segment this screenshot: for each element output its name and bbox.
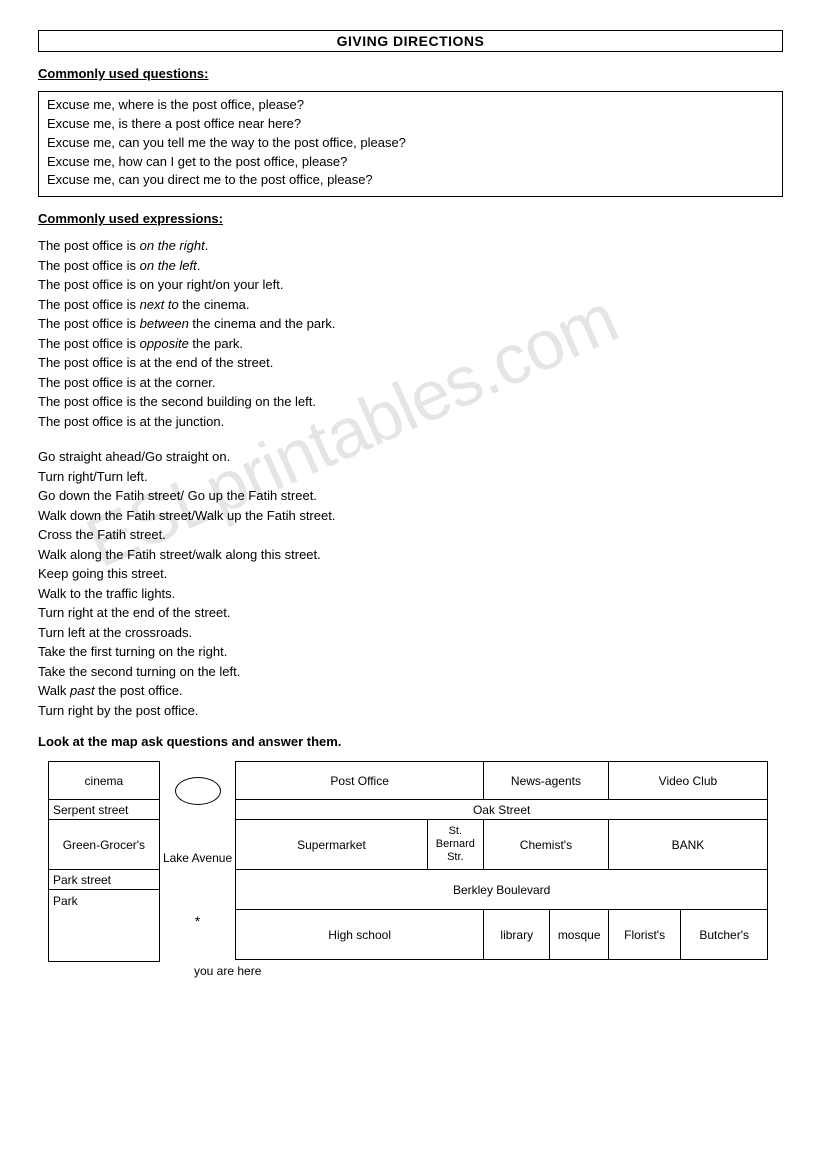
expression-line: Walk past the post office. xyxy=(38,681,783,701)
expression-line: The post office is between the cinema an… xyxy=(38,314,783,334)
question-line: Excuse me, can you tell me the way to th… xyxy=(47,134,774,153)
expression-line: The post office is on the right. xyxy=(38,236,783,256)
map-cell-florist: Florist's xyxy=(608,910,681,960)
expression-line: Take the first turning on the right. xyxy=(38,642,783,662)
map-cell-park: Park xyxy=(49,890,160,962)
expression-line: The post office is next to the cinema. xyxy=(38,295,783,315)
expression-line: Turn left at the crossroads. xyxy=(38,623,783,643)
expression-line: Walk down the Fatih street/Walk up the F… xyxy=(38,506,783,526)
you-are-here-label: you are here xyxy=(194,964,783,978)
map-cell-park-street: Park street xyxy=(49,870,160,890)
expression-line: Turn right/Turn left. xyxy=(38,467,783,487)
map-oval xyxy=(159,762,236,820)
map-cell-green-grocer: Green-Grocer's xyxy=(49,820,160,870)
map-cell-lake-avenue: Lake Avenue * xyxy=(159,820,236,962)
expression-line: Go down the Fatih street/ Go up the Fati… xyxy=(38,486,783,506)
map-cell-chemist: Chemist's xyxy=(484,820,609,870)
map-cell-high-school: High school xyxy=(236,910,484,960)
question-line: Excuse me, is there a post office near h… xyxy=(47,115,774,134)
question-line: Excuse me, can you direct me to the post… xyxy=(47,171,774,190)
map-cell-mosque: mosque xyxy=(550,910,608,960)
question-line: Excuse me, where is the post office, ple… xyxy=(47,96,774,115)
expression-line: The post office is at the junction. xyxy=(38,412,783,432)
map-cell-post-office: Post Office xyxy=(236,762,484,800)
expression-line: Turn right at the end of the street. xyxy=(38,603,783,623)
expression-line: Walk along the Fatih street/walk along t… xyxy=(38,545,783,565)
expression-line: The post office is at the end of the str… xyxy=(38,353,783,373)
map-cell-video-club: Video Club xyxy=(608,762,767,800)
map-cell-berkley: Berkley Boulevard xyxy=(236,870,768,910)
map-instruction: Look at the map ask questions and answer… xyxy=(38,734,783,749)
map-cell-supermarket: Supermarket xyxy=(236,820,427,870)
expression-line: The post office is at the corner. xyxy=(38,373,783,393)
expressions-block-2: Go straight ahead/Go straight on. Turn r… xyxy=(38,447,783,720)
expression-line: Go straight ahead/Go straight on. xyxy=(38,447,783,467)
map-table: cinema Post Office News-agents Video Clu… xyxy=(48,761,768,962)
page-title: GIVING DIRECTIONS xyxy=(38,30,783,52)
expression-line: The post office is the second building o… xyxy=(38,392,783,412)
expression-line: Cross the Fatih street. xyxy=(38,525,783,545)
map-cell-oak-street: Oak Street xyxy=(236,800,768,820)
expression-line: Turn right by the post office. xyxy=(38,701,783,721)
map-cell-butcher: Butcher's xyxy=(681,910,768,960)
expressions-block-1: The post office is on the right. The pos… xyxy=(38,236,783,431)
map-cell-news-agents: News-agents xyxy=(484,762,609,800)
expression-line: The post office is on the left. xyxy=(38,256,783,276)
section-head-expressions: Commonly used expressions: xyxy=(38,211,783,226)
expression-line: The post office is opposite the park. xyxy=(38,334,783,354)
section-head-questions: Commonly used questions: xyxy=(38,66,783,81)
map-cell-library: library xyxy=(484,910,550,960)
expression-line: Walk to the traffic lights. xyxy=(38,584,783,604)
expression-line: Keep going this street. xyxy=(38,564,783,584)
expression-line: Take the second turning on the left. xyxy=(38,662,783,682)
map-cell-cinema: cinema xyxy=(49,762,160,800)
expression-line: The post office is on your right/on your… xyxy=(38,275,783,295)
map-cell-bank: BANK xyxy=(608,820,767,870)
map-star-icon: * xyxy=(160,913,236,931)
map-cell-st-bernard: St. Bernard Str. xyxy=(427,820,483,870)
map-cell-serpent-street: Serpent street xyxy=(49,800,160,820)
questions-box: Excuse me, where is the post office, ple… xyxy=(38,91,783,197)
question-line: Excuse me, how can I get to the post off… xyxy=(47,153,774,172)
